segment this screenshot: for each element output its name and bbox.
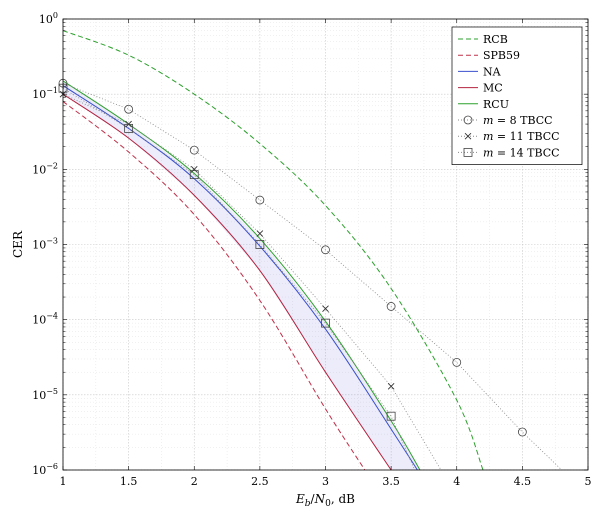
y-tick-exp: −4 [46,312,58,321]
y-tick-base: 10 [39,13,53,26]
data-point-m-11-tbcc [322,305,329,313]
legend-label: MC [483,82,503,95]
y-tick-exp: −3 [46,237,58,246]
y-tick-base: 10 [32,239,46,252]
data-point-m-8-tbcc [386,302,396,311]
data-point-m-11-tbcc [190,166,198,173]
legend-label: NA [483,65,502,78]
series-line-mc [63,93,392,470]
x-tick-label: 4.5 [514,475,532,488]
y-tick-base: 10 [32,163,46,176]
legend-entry: m = 11 TBCC [458,130,560,143]
data-point-m-8-tbcc [124,104,134,114]
shaded-region [63,80,420,470]
data-point-m-8-tbcc [321,245,330,255]
y-axis-label: CER [11,230,25,258]
y-tick-base: 10 [32,314,46,327]
x-tick-label: 3.5 [382,475,400,488]
legend-entry: SPB59 [458,49,520,62]
legend-marker [463,115,473,125]
series-line-m-8-tbcc [63,82,563,470]
data-point-m-8-tbcc [255,195,265,205]
y-tick-exp: 0 [53,11,58,20]
x-tick-label: 3 [322,475,329,488]
data-point-m-8-tbcc [189,145,199,155]
legend-label: RCU [483,98,509,111]
legend: RCB SPB59 NA MC RCU m = 8 TBCC m = 11 TBCC m = … [451,26,583,165]
series-line-na [63,85,418,470]
legend-entry: m = 14 TBCC [458,146,560,159]
x-tick-label: 4 [453,475,460,488]
data-point-m-14-tbcc [189,170,199,180]
shaded-band [63,80,420,470]
y-tick-label: 10−3 [32,237,58,252]
y-tick-exp: −6 [46,462,58,471]
legend-label: m = 8 TBCC [483,114,553,127]
series-line-spb59 [63,101,366,470]
legend-box [451,26,583,165]
y-tick-exp: −2 [46,161,58,170]
y-tick-label: 10−2 [32,161,58,176]
legend-entry: RCU [458,98,509,111]
legend-label: m = 14 TBCC [483,146,560,159]
legend-label: m = 11 TBCC [483,130,560,143]
data-point-m-14-tbcc [255,240,265,249]
x-tick-label: 1.5 [120,475,138,488]
data-point-m-14-tbcc [321,318,330,328]
legend-entry: m = 8 TBCC [458,114,553,127]
legend-marker [463,147,473,157]
legend-entry: MC [458,82,503,95]
legend-entry: NA [458,65,502,78]
data-point-m-11-tbcc [387,382,395,390]
y-tick-exp: −1 [46,86,58,95]
y-tick-label: 10−6 [32,462,58,477]
y-tick-exp: −5 [46,387,58,396]
x-tick-label: 1 [60,475,67,488]
y-tick-label: 100 [39,11,58,26]
legend-entry: RCB [458,33,508,46]
y-tick-base: 10 [32,389,46,402]
legend-label: SPB59 [483,49,520,62]
data-point-m-14-tbcc [124,124,134,133]
x-axis-label: Eb/N0, dB [295,492,355,509]
data-point-m-8-tbcc [452,358,462,367]
data-point-m-14-tbcc [386,411,396,421]
legend-marker [464,132,472,140]
y-tick-label: 10−5 [32,387,58,402]
y-tick-label: 10−1 [32,86,58,101]
series-markers [58,78,527,437]
series-line-rcb [63,30,484,470]
x-tick-label: 5 [585,475,592,488]
data-point-m-11-tbcc [256,230,264,237]
ticks: 1 1.5 2 2.5 3 3.5 4 4.5 510010−110−210−310−410−5… [32,11,591,488]
data-point-m-8-tbcc [517,427,527,437]
y-tick-base: 10 [32,464,46,477]
y-tick-label: 10−4 [32,312,58,327]
x-tick-label: 2 [191,475,198,488]
legend-label: RCB [483,33,508,46]
x-tick-label: 2.5 [251,475,269,488]
y-tick-base: 10 [32,88,46,101]
